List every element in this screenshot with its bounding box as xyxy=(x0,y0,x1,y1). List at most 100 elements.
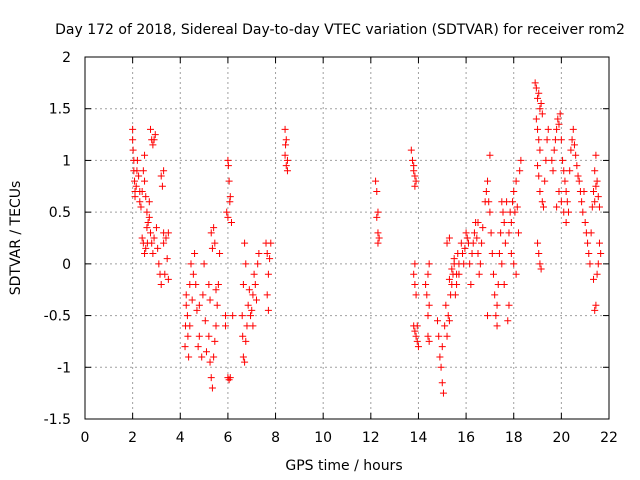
data-point xyxy=(164,229,172,237)
data-point xyxy=(192,281,200,289)
data-point xyxy=(543,136,551,144)
data-point xyxy=(566,167,574,175)
data-point xyxy=(594,193,602,201)
data-point xyxy=(512,270,520,278)
data-point xyxy=(438,379,446,387)
data-point xyxy=(251,281,259,289)
data-point xyxy=(205,332,213,340)
data-point xyxy=(457,239,465,247)
data-point xyxy=(152,224,160,232)
data-point xyxy=(282,136,290,144)
data-point xyxy=(132,182,140,190)
data-point xyxy=(207,374,215,382)
data-point xyxy=(459,250,467,258)
data-point xyxy=(535,89,543,97)
data-point xyxy=(195,332,203,340)
y-axis-label: SDTVAR / TECUs xyxy=(8,181,24,296)
data-point xyxy=(210,353,218,361)
data-point xyxy=(239,332,247,340)
data-point xyxy=(150,136,158,144)
data-point xyxy=(473,234,481,242)
data-point xyxy=(163,255,171,263)
data-point xyxy=(139,239,147,247)
y-tick-label: 1.5 xyxy=(49,102,71,118)
data-point xyxy=(213,301,221,309)
data-point xyxy=(560,167,568,175)
data-point xyxy=(437,363,445,371)
data-point xyxy=(144,218,152,226)
data-point xyxy=(501,239,509,247)
data-point xyxy=(182,291,190,299)
data-point xyxy=(188,296,196,304)
data-point xyxy=(563,198,571,206)
data-point xyxy=(487,229,495,237)
data-point xyxy=(422,281,430,289)
data-point xyxy=(194,343,202,351)
data-point xyxy=(553,125,561,133)
data-point xyxy=(424,270,432,278)
data-point xyxy=(531,79,539,87)
data-point xyxy=(243,322,251,330)
data-point xyxy=(410,167,418,175)
data-point xyxy=(443,332,451,340)
data-point xyxy=(372,177,380,185)
y-tick-label: 2 xyxy=(62,50,71,66)
data-point xyxy=(486,208,494,216)
data-point xyxy=(494,281,502,289)
data-point xyxy=(553,203,561,211)
data-point xyxy=(532,115,540,123)
data-point xyxy=(148,239,156,247)
data-point xyxy=(544,125,552,133)
data-point xyxy=(135,172,143,180)
data-point xyxy=(574,172,582,180)
data-point xyxy=(239,281,247,289)
data-point xyxy=(550,146,558,154)
data-point xyxy=(206,296,214,304)
data-point xyxy=(499,208,507,216)
data-point xyxy=(575,177,583,185)
y-tick-label: 0.5 xyxy=(49,205,71,221)
x-tick-label: 6 xyxy=(223,430,232,446)
data-point xyxy=(133,156,141,164)
data-point xyxy=(512,177,520,185)
data-point xyxy=(263,250,271,258)
data-point xyxy=(142,244,150,252)
data-point xyxy=(534,162,542,170)
data-point xyxy=(281,151,289,159)
plot-frame xyxy=(84,56,610,420)
data-point xyxy=(468,250,476,258)
data-point xyxy=(189,270,197,278)
data-point xyxy=(537,265,545,273)
data-point xyxy=(283,156,291,164)
data-point xyxy=(592,151,600,159)
data-point xyxy=(375,234,383,242)
data-point xyxy=(131,193,139,201)
data-point xyxy=(442,301,450,309)
data-point xyxy=(198,353,206,361)
data-point xyxy=(484,312,492,320)
data-point xyxy=(504,317,512,325)
data-point xyxy=(439,389,447,397)
data-point xyxy=(493,301,501,309)
data-point xyxy=(538,110,546,118)
data-point xyxy=(154,244,162,252)
data-point xyxy=(588,203,596,211)
data-point xyxy=(551,136,559,144)
data-point xyxy=(541,177,549,185)
data-point xyxy=(202,348,210,356)
data-point xyxy=(489,270,497,278)
data-point xyxy=(222,322,230,330)
data-point xyxy=(537,100,545,108)
data-point xyxy=(569,125,577,133)
data-point xyxy=(250,270,258,278)
data-point xyxy=(511,208,519,216)
data-point xyxy=(195,301,203,309)
data-point xyxy=(207,229,215,237)
data-point xyxy=(147,229,154,237)
data-point xyxy=(282,141,290,149)
data-point xyxy=(424,332,432,340)
data-point xyxy=(581,218,589,226)
data-point xyxy=(241,239,249,247)
